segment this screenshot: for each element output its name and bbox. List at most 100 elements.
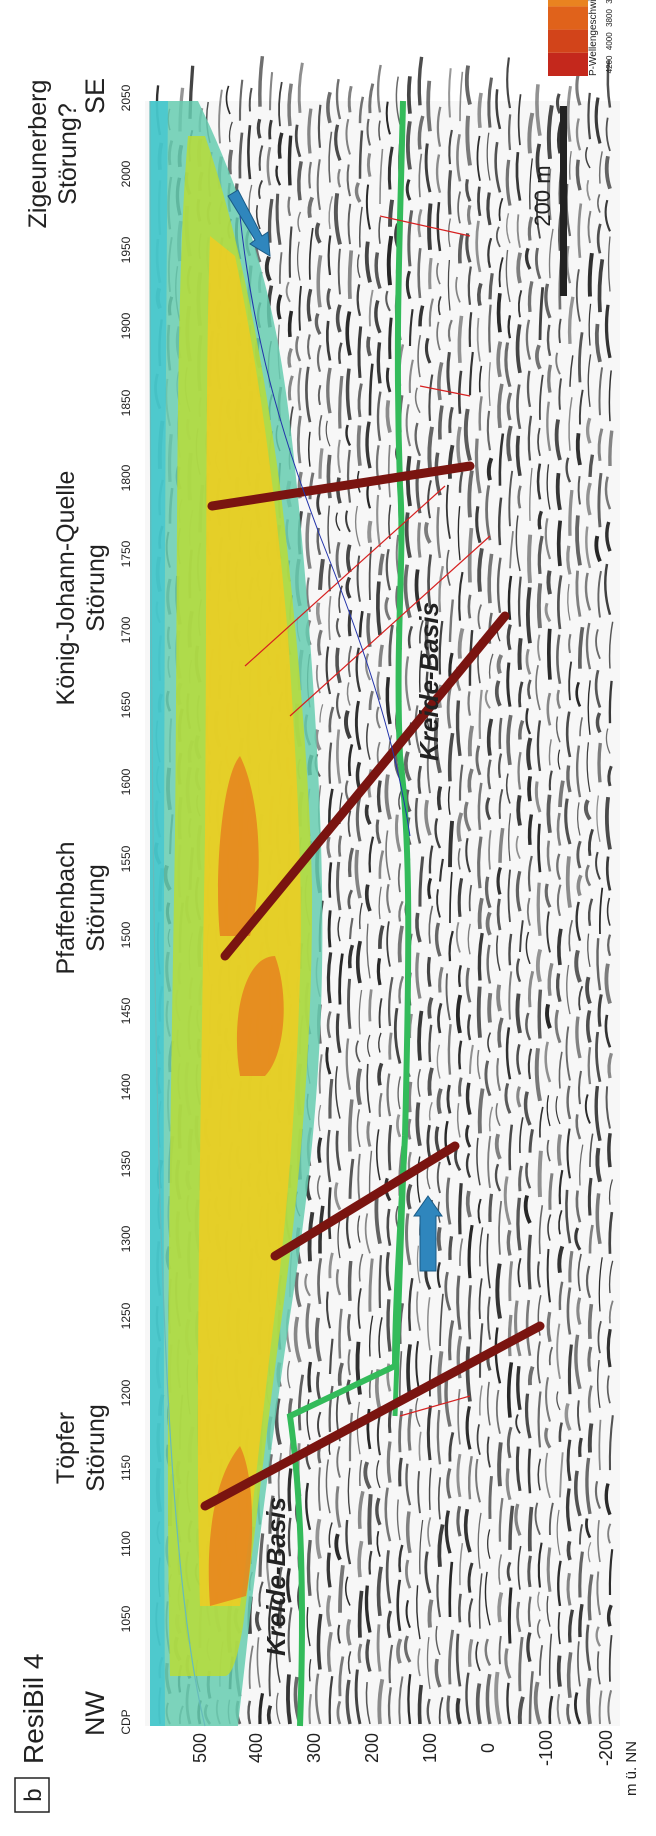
cdp-tick: 1650 <box>119 691 133 718</box>
reflection-segment <box>525 319 532 360</box>
reflection-segment <box>604 563 612 616</box>
reflection-segment <box>447 1024 452 1075</box>
reflection-segment <box>367 520 373 544</box>
reflection-segment <box>434 922 442 957</box>
reflection-segment <box>405 120 412 170</box>
reflection-segment <box>537 1295 542 1336</box>
reflection-segment <box>605 728 611 754</box>
reflection-segment <box>587 898 594 927</box>
reflection-segment <box>576 840 582 869</box>
reflection-segment <box>477 1512 482 1569</box>
reflection-segment <box>356 555 361 602</box>
reflection-segment <box>398 900 404 922</box>
reflection-segment <box>515 151 522 201</box>
reflection-segment <box>317 1257 323 1305</box>
reflection-segment <box>368 546 373 601</box>
reflection-segment <box>436 1261 442 1288</box>
reflection-segment <box>479 1227 484 1267</box>
reflection-segment <box>447 259 451 311</box>
cdp-tick: 1200 <box>119 1379 133 1406</box>
reflection-segment <box>458 471 464 493</box>
reflection-segment <box>457 848 461 870</box>
reflection-segment <box>596 938 602 991</box>
reflection-segment <box>488 653 494 679</box>
reflection-segment <box>585 1624 592 1671</box>
reflection-segment <box>525 1162 532 1189</box>
reflection-segment <box>386 1299 392 1352</box>
reflection-segment <box>598 887 604 935</box>
reflection-segment <box>556 1509 561 1556</box>
reflection-segment <box>328 196 333 230</box>
reflection-segment <box>545 1003 552 1029</box>
reflection-segment <box>485 1673 492 1725</box>
reflection-segment <box>448 406 454 434</box>
legend-value-label: 4200 <box>605 55 614 73</box>
reflection-segment <box>335 1486 342 1528</box>
reflection-segment <box>376 1531 381 1557</box>
reflection-segment <box>337 248 341 295</box>
reflection-segment <box>318 558 325 590</box>
reflection-segment <box>267 198 274 243</box>
reflection-segment <box>555 1096 561 1125</box>
reflection-segment <box>595 712 602 734</box>
reflection-segment <box>495 226 501 248</box>
reflection-segment <box>405 455 412 507</box>
reflection-segment <box>368 363 374 416</box>
legend-swatch <box>548 52 588 76</box>
reflection-segment <box>477 548 484 592</box>
reflection-segment <box>335 78 342 120</box>
reflection-segment <box>559 1452 564 1498</box>
reflection-segment <box>455 1697 462 1725</box>
reflection-segment <box>347 944 355 969</box>
reflection-segment <box>404 1213 412 1266</box>
reflection-segment <box>366 118 371 146</box>
reflection-segment <box>278 252 283 284</box>
cdp-axis-label: CDP <box>119 1709 133 1734</box>
reflection-segment <box>345 1379 352 1405</box>
reflection-segment <box>495 1389 501 1434</box>
reflection-segment <box>515 1446 522 1492</box>
cdp-tick: 1750 <box>119 540 133 567</box>
reflection-segment <box>608 1635 613 1682</box>
reflection-segment <box>568 397 573 451</box>
reflection-segment <box>378 120 381 141</box>
reflection-segment <box>258 1581 264 1607</box>
reflection-segment <box>338 1656 345 1697</box>
reflection-segment <box>335 692 342 720</box>
reflection-segment <box>497 1017 504 1048</box>
reflection-segment <box>527 1048 533 1080</box>
reflection-segment <box>515 993 522 1034</box>
reflection-segment <box>393 1007 402 1064</box>
reflection-segment <box>527 216 534 241</box>
reflection-segment <box>604 796 612 850</box>
reflection-segment <box>455 921 461 953</box>
reflection-segment <box>318 448 324 479</box>
velocity-overlay-topband <box>150 101 168 1726</box>
reflection-segment <box>525 708 532 735</box>
reflection-segment <box>574 1227 582 1251</box>
reflection-segment <box>495 1102 501 1127</box>
reflection-segment <box>436 1226 442 1252</box>
reflection-segment <box>338 585 343 614</box>
thin-reflector-trace <box>239 215 411 837</box>
reflection-segment <box>506 624 512 651</box>
cdp-tick: 1850 <box>119 389 133 416</box>
reflection-segment <box>366 1121 372 1147</box>
reflection-segment <box>516 384 522 430</box>
reflection-segment <box>504 342 512 388</box>
reflection-segment <box>326 454 332 499</box>
reflection-segment <box>258 55 265 107</box>
reflection-segment <box>494 1133 502 1160</box>
reflection-segment <box>608 680 613 724</box>
reflection-segment <box>288 226 293 278</box>
reflection-segment <box>585 976 592 1005</box>
reflection-segment <box>405 270 412 300</box>
reflection-segment <box>258 145 264 171</box>
fault-label-pfaffenbach-l1: Pfaffenbach <box>52 842 80 975</box>
reflection-segment <box>376 64 382 113</box>
reflection-segment <box>476 282 483 307</box>
reflection-segment <box>518 719 525 740</box>
reflection-segment <box>386 1441 392 1483</box>
reflection-segment <box>396 1638 403 1664</box>
reflection-segment <box>455 276 461 303</box>
